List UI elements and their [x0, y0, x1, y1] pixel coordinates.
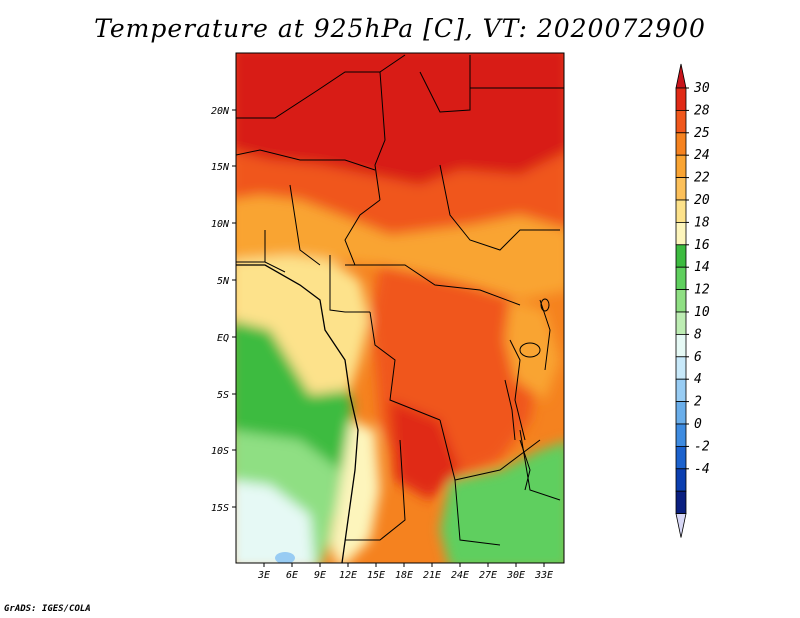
colorbar-label: 0: [694, 417, 702, 432]
colorbar-swatch: [675, 401, 687, 425]
colorbar-label: 8: [694, 327, 702, 342]
region-cold: [236, 480, 315, 563]
colorbar-swatch: [675, 289, 687, 313]
colorbar-label: 28: [694, 103, 710, 118]
colorbar-swatch: [675, 356, 687, 380]
lat-label: 20N: [211, 106, 230, 117]
colorbar-swatch: [675, 468, 687, 492]
lon-label: 27E: [479, 570, 497, 581]
colorbar-under-triangle: [675, 513, 687, 538]
colorbar-label: 4: [694, 372, 702, 387]
region-southeast: [440, 442, 564, 563]
region-coast: [330, 420, 380, 563]
country-borders: [236, 54, 564, 546]
colorbar-swatch: [675, 423, 687, 447]
region-sahel: [236, 151, 564, 235]
lat-label: 10S: [211, 446, 229, 457]
lon-axis: 3E 6E 9E 12E 15E 18E 21E 24E 27E 30E 33E: [257, 563, 553, 581]
region-gulf: [236, 255, 370, 395]
colorbar-label: -4: [694, 462, 710, 477]
colorbar-swatch: [675, 445, 687, 470]
colorbar-label: 25: [694, 126, 710, 141]
colorbar-swatch: [675, 221, 687, 246]
colorbar-label: 2: [694, 395, 702, 410]
colorbar-label: 14: [694, 260, 710, 275]
lon-label: 18E: [395, 570, 413, 581]
lat-label: EQ: [217, 333, 229, 344]
colorbar-swatch: [675, 132, 687, 156]
colorbar-label: 12: [694, 283, 710, 298]
region-savanna: [236, 195, 564, 300]
lon-label: 24E: [451, 570, 469, 581]
colorbar-label: 24: [694, 148, 710, 163]
colorbar-label: 10: [694, 305, 710, 320]
cold-patch: [275, 552, 295, 563]
lat-label: 5N: [217, 276, 230, 287]
lon-label: 6E: [286, 570, 298, 581]
colorbar-label: 16: [694, 238, 710, 253]
grads-credit: GrADS: IGES/COLA: [4, 604, 91, 614]
lon-label: 30E: [506, 570, 525, 581]
region-angola: [390, 400, 460, 500]
colorbar-swatch: [675, 266, 687, 291]
colorbar-label: 20: [694, 193, 710, 208]
colorbar-swatch: [675, 177, 687, 201]
temperature-field: [236, 53, 564, 563]
lon-label: 21E: [423, 570, 441, 581]
lon-label: 15E: [367, 570, 385, 581]
lat-label: 15S: [211, 503, 229, 514]
colorbar-swatch: [675, 490, 687, 515]
lakes: [504, 298, 550, 491]
lat-label: 5S: [217, 390, 229, 401]
region-sahara: [236, 53, 564, 185]
colorbar-swatch: [675, 87, 687, 111]
lon-label: 33E: [534, 570, 553, 581]
lon-label: 9E: [314, 570, 326, 581]
lat-axis: 20N 15N 10N 5N EQ 5S 10S 15S: [211, 106, 236, 514]
colorbar-label: -2: [694, 439, 710, 454]
colorbar-label: 30: [693, 81, 710, 96]
lon-label: 12E: [339, 570, 357, 581]
colorbar-swatch: [675, 199, 687, 223]
lon-label: 3E: [257, 570, 270, 581]
colorbar-label: 22: [694, 171, 710, 186]
colorbar-label: 18: [694, 215, 710, 230]
colorbar-swatch: [675, 311, 687, 335]
colorbar-label: 6: [694, 350, 702, 365]
lat-label: 15N: [211, 162, 230, 173]
colorbar-swatch: [675, 333, 687, 358]
region-highlands: [505, 300, 560, 400]
colorbar-swatch: [675, 244, 687, 268]
coastline: [236, 264, 359, 563]
colorbar-swatch: [675, 154, 687, 178]
colorbar-over-triangle: [675, 63, 687, 89]
colorbar-swatch: [675, 378, 687, 403]
lat-label: 10N: [211, 219, 230, 230]
chart-title: Temperature at 925hPa [C], VT: 202007290…: [94, 14, 706, 43]
colorbar-swatch: [675, 110, 687, 134]
map-frame: [235, 52, 565, 564]
